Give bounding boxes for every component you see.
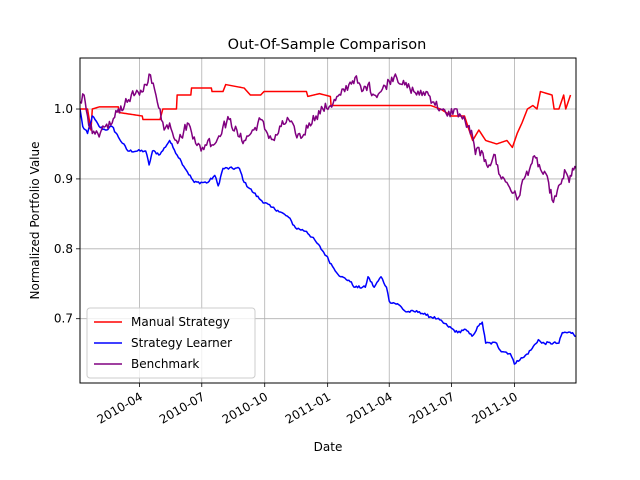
- y-tick-label: 0.9: [54, 172, 73, 186]
- series-line-benchmark: [80, 73, 576, 204]
- legend-label: Strategy Learner: [131, 336, 232, 350]
- x-axis-label: Date: [314, 440, 343, 454]
- series-layer: [80, 73, 576, 365]
- legend-label: Benchmark: [131, 357, 199, 371]
- series-line-strategy-learner: [80, 108, 576, 365]
- legend-box: [86, 307, 256, 379]
- legend-label: Manual Strategy: [131, 315, 230, 329]
- chart-title: Out-Of-Sample Comparison: [228, 37, 427, 53]
- y-axis-label: Normalized Portfolio Value: [28, 142, 42, 300]
- legend: Manual Strategy Strategy Learner Benchmark: [86, 307, 256, 379]
- y-tick-label: 1.0: [54, 102, 73, 116]
- series-line-manual-strategy: [80, 83, 572, 149]
- y-tick-label: 0.7: [54, 312, 73, 326]
- y-tick-label: 0.8: [54, 242, 73, 256]
